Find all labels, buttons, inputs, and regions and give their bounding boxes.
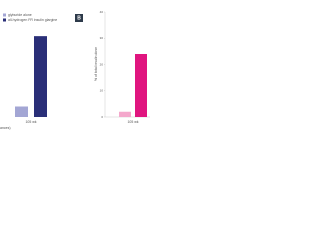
y-tick-label: 30: [100, 36, 104, 40]
y-tick-label: 0: [101, 115, 103, 119]
panel-label: B: [77, 16, 81, 22]
page: {"chart_data": [ {"type": "bar", "catego…: [0, 9, 150, 130]
bar: [15, 106, 28, 117]
figure: B ances) % of total insulin dose 105 wk g…: [0, 10, 150, 130]
y-tick-label: 20: [100, 62, 104, 66]
bar: [119, 111, 131, 117]
bar: [135, 54, 147, 117]
legend-swatch: [3, 13, 6, 17]
bar: [34, 36, 47, 117]
y-tick-label: 10: [100, 89, 104, 93]
y-axis-label: % of total insulin dose: [94, 47, 98, 81]
legend-swatch: [3, 18, 6, 22]
legend-label: glyburide alone: [8, 13, 32, 17]
y-tick-label: 40: [100, 10, 104, 14]
note: ances): [0, 126, 11, 130]
x-tick-label: 105 wk: [127, 120, 138, 124]
panel-badge: [75, 14, 83, 22]
legend-label: all-hydrogen FR insulin glargine: [8, 18, 57, 22]
x-tick-label: 105 wk: [25, 120, 36, 124]
